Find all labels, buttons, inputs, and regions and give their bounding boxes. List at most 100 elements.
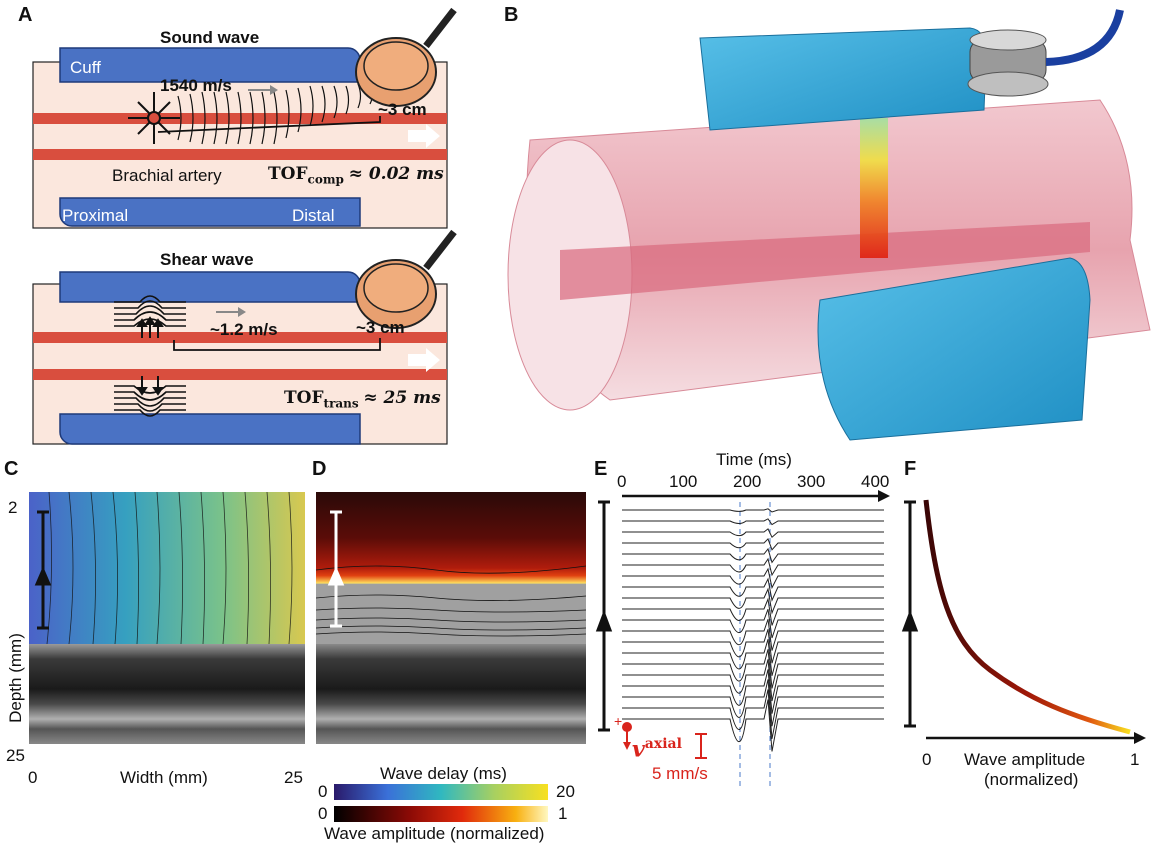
panel-label-c: C: [4, 458, 19, 480]
sound-speed-label: 1540 m/s: [160, 76, 232, 95]
velocity-trace: [622, 597, 884, 626]
depth-arrow-white: [327, 510, 345, 628]
velocity-trace: [622, 669, 884, 714]
panel-f-plot: [901, 499, 1146, 744]
f-x-max: 1: [1130, 750, 1140, 769]
depth-arrow: [34, 510, 52, 630]
c-ylabel: Depth (mm): [6, 633, 25, 723]
cuff-label: Cuff: [70, 58, 101, 77]
artery-wall-bottom: [33, 149, 447, 160]
velocity-trace: [622, 649, 884, 689]
e-xlabel: Time (ms): [716, 450, 792, 469]
sound-wave-title: Sound wave: [160, 28, 260, 47]
e-tick-300: 300: [797, 472, 826, 491]
cuff-bottom: [59, 413, 361, 445]
panel-a-shear-diagram: [32, 229, 457, 445]
shear-speed-label: ~1.2 m/s: [210, 320, 278, 339]
e-tick-200: 200: [733, 472, 762, 491]
f-xlabel-1: Wave amplitude: [964, 750, 1086, 769]
stethoscope-3d-icon: [967, 9, 1124, 97]
velocity-trace: [622, 699, 884, 752]
panel-label-e: E: [594, 458, 608, 480]
amplitude-map: [316, 492, 586, 644]
c-x-left: 0: [28, 768, 38, 787]
stethoscope-icon: [355, 229, 457, 329]
velocity-trace: [622, 577, 884, 602]
flow-arrow: [408, 348, 440, 372]
panel-c-image: [29, 491, 305, 744]
panel-label-d: D: [312, 458, 327, 480]
cuff-top: [59, 271, 361, 303]
e-velocity-traces: [622, 508, 884, 752]
artery-channel: [560, 222, 1090, 300]
sound-source: [128, 92, 180, 144]
shear-push-arrows: [136, 316, 164, 396]
e-tick-0: 0: [617, 472, 627, 491]
sound-distance-label: ~3 cm: [378, 100, 427, 119]
velocity-trace: [622, 689, 884, 739]
e-tick-100: 100: [669, 472, 698, 491]
proximal-label: Proximal: [62, 206, 129, 225]
panel-d-image: [315, 492, 587, 744]
velocity-trace: [622, 679, 884, 727]
shear-wave-title: Shear wave: [160, 250, 254, 269]
shear-waves-bottom: [114, 385, 186, 417]
velocity-trace: [622, 609, 884, 639]
velocity-trace: [622, 538, 884, 551]
artery-wall-top: [33, 113, 447, 124]
cb1-max: 20: [556, 782, 575, 801]
tof-trans-label: TOFtrans ≈ 25 ms: [284, 388, 441, 411]
colorbar-delay: [334, 784, 548, 800]
velocity-trace: [622, 639, 884, 676]
velocity-trace: [622, 629, 884, 664]
cb2-label: Wave amplitude (normalized): [324, 824, 545, 843]
velocity-trace: [622, 528, 884, 539]
e-depth-arrow: [595, 500, 613, 732]
f-amplitude-curve: [923, 499, 1131, 735]
e-vaxial-marker: +: [614, 713, 632, 750]
velocity-trace: [622, 659, 884, 702]
c-xlabel: Width (mm): [120, 768, 208, 787]
cuff-bottom: [59, 197, 361, 227]
colorbar-amplitude: [334, 806, 548, 822]
velocity-trace: [622, 587, 884, 615]
delay-map: [29, 492, 305, 644]
tof-comp-label: TOFcomp ≈ 0.02 ms: [268, 164, 444, 187]
c-y-top: 2: [8, 498, 18, 517]
stethoscope-icon: [355, 7, 457, 107]
shear-distance-bracket: [173, 338, 381, 351]
velocity-trace: [622, 557, 884, 577]
artery-wall-bottom: [33, 369, 447, 380]
distance-bracket: [157, 116, 381, 133]
velocity-trace: [622, 547, 884, 564]
e-tick-400: 400: [861, 472, 890, 491]
cb1-label: Wave delay (ms): [380, 764, 507, 783]
velocity-trace: [622, 518, 884, 526]
cb2-min: 0: [318, 804, 328, 823]
svg-text:+: +: [614, 713, 622, 729]
panel-label-b: B: [504, 4, 519, 26]
shear-distance-label: ~3 cm: [356, 318, 405, 337]
velocity-trace: [622, 567, 884, 590]
e-vaxial-label: vaxial: [632, 736, 682, 763]
panel-e-traces: +: [595, 490, 890, 790]
c-x-right: 25: [284, 768, 303, 787]
f-x-min: 0: [922, 750, 932, 769]
panel-a-sound-diagram: [32, 7, 457, 229]
flow-arrow: [408, 124, 440, 148]
f-xlabel-2: (normalized): [984, 770, 1079, 789]
panel-label-a: A: [18, 4, 33, 26]
velocity-trace: [622, 619, 884, 651]
amplitude-contours: [315, 565, 587, 637]
cb1-min: 0: [318, 782, 328, 801]
f-depth-arrow: [901, 500, 919, 728]
wave-band: [860, 118, 888, 258]
distal-label: Distal: [292, 206, 335, 225]
velocity-trace: [622, 508, 884, 513]
cuff-bottom-3d: [817, 257, 1091, 441]
c-y-bottom: 25: [6, 746, 25, 765]
isochrone-contours: [46, 491, 293, 645]
artery-wall-top: [33, 332, 447, 343]
ultrasound-bmode: [316, 644, 586, 744]
ultrasound-bmode: [29, 644, 305, 744]
